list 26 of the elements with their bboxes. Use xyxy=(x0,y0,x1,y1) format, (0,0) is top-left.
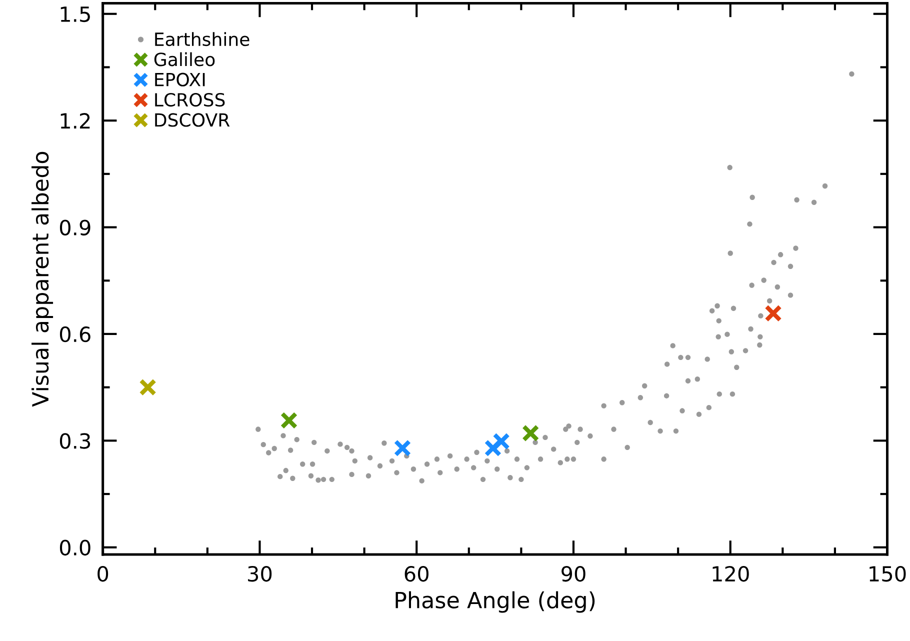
point xyxy=(484,439,502,457)
y-tick-label: 0.3 xyxy=(60,433,90,449)
point xyxy=(394,439,412,457)
x-tick-label: 60 xyxy=(404,566,428,582)
x-tick-label: 150 xyxy=(870,566,906,582)
x-tick-label: 120 xyxy=(712,566,749,582)
y-tick-label: 1.2 xyxy=(60,113,90,128)
point xyxy=(280,412,298,430)
legend-label: DSCOVR xyxy=(155,113,230,127)
y-tick-label: 1.5 xyxy=(60,6,90,22)
x-tick-label: 30 xyxy=(248,566,272,582)
legend-label: LCROSS xyxy=(155,92,225,107)
x-axis-title: Phase Angle (deg) xyxy=(396,591,595,613)
legend-label: Earthshine xyxy=(155,32,250,46)
legend-label: Galileo xyxy=(154,52,215,66)
x-tick-label: 90 xyxy=(562,566,586,582)
legend-label: EPOXI xyxy=(155,72,205,86)
y-axis-title: Visual apparent albedo xyxy=(32,152,54,407)
y-tick-label: 0.0 xyxy=(60,540,90,556)
point xyxy=(522,424,540,442)
y-tick-label: 0.6 xyxy=(60,326,90,342)
y-tick-label: 0.9 xyxy=(60,220,90,236)
x-tick-label: 0 xyxy=(98,566,108,582)
point xyxy=(139,378,156,396)
point xyxy=(492,432,510,450)
point xyxy=(764,304,782,322)
